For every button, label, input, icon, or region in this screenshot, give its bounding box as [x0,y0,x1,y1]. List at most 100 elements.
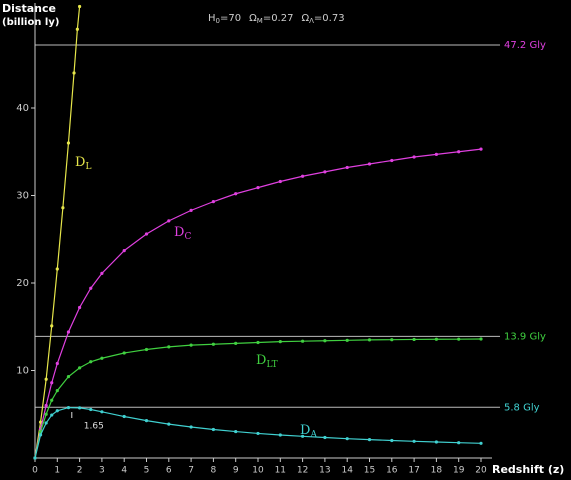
title-sub: 0 [216,17,220,25]
data-point [55,389,59,393]
x-tick-label: 19 [453,466,465,476]
data-point [412,155,416,159]
data-point [390,158,394,163]
data-point [434,440,438,444]
title-sub: Λ [309,17,314,25]
data-point [189,343,193,347]
data-point [44,377,48,381]
data-point [61,206,65,210]
data-point [38,420,43,424]
data-point [100,356,104,360]
y-tick-label: 30 [16,191,29,202]
data-point [256,340,260,345]
data-point [144,232,149,236]
x-tick-label: 2 [77,466,83,476]
data-point [189,208,193,212]
x-axis-label: Redshift (z) [492,463,564,476]
data-point [457,441,461,445]
data-point [50,413,54,417]
data-point [256,186,260,190]
series-label-main: D [256,353,266,368]
x-tick-label: 3 [99,466,105,476]
data-point [412,439,416,443]
y-tick-label: 10 [16,366,29,377]
data-point [50,381,54,385]
series-label-main: D [300,423,310,438]
series-label-main: D [174,225,184,240]
x-tick-label: 15 [364,466,375,476]
data-point [100,410,104,414]
data-point [75,27,79,31]
series-label: DC [174,225,191,242]
data-point [78,406,82,410]
data-point [479,337,483,341]
reference-label: 13.9 Gly [504,331,546,342]
data-point [33,456,37,460]
data-point [434,337,438,341]
reference-label: 47.2 Gly [504,40,546,51]
data-point [234,429,238,434]
data-point [211,342,215,346]
peak-label: 1.65 [84,422,104,432]
title-part: Ω [301,13,309,24]
data-point [44,412,48,416]
y-axis-label: Distance [2,2,56,15]
data-point [345,338,349,342]
data-point [479,147,483,151]
data-point [144,419,149,423]
data-point [390,438,394,443]
x-tick-label: 14 [341,466,353,476]
data-point [167,422,171,426]
series-line [34,6,81,459]
x-tick-label: 0 [32,466,38,476]
data-point [66,141,71,145]
data-point [457,337,461,341]
title-part: H [208,13,216,24]
x-tick-label: 1 [54,466,60,476]
data-point [167,219,171,223]
data-point [345,437,349,441]
y-tick-label: 40 [16,103,29,114]
data-point [367,438,372,442]
data-point [89,360,93,364]
x-tick-label: 12 [297,466,308,476]
data-point [122,351,126,355]
data-point [434,152,438,156]
series-label-sub: C [184,232,191,242]
data-point [323,170,327,174]
x-tick-label: 20 [475,466,487,476]
data-point [50,398,54,402]
chart-title: H0=70 ΩM=0.27 ΩΛ=0.73 [208,13,345,25]
title-part: =0.27 [263,13,294,24]
data-point [66,375,71,379]
x-tick-label: 18 [431,466,443,476]
data-point [345,165,349,170]
data-point [278,340,282,344]
series-line [34,406,482,459]
data-point [301,339,305,343]
x-tick-label: 8 [211,466,217,476]
x-tick-label: 4 [121,466,127,476]
data-point [278,179,282,184]
data-point [44,403,48,408]
series-line [34,338,482,459]
title-part: =70 [220,13,241,24]
data-point [122,249,126,253]
x-tick-label: 11 [275,466,286,476]
x-tick-label: 5 [144,466,150,476]
data-point [189,425,193,429]
series-label: DLT [256,353,278,370]
data-point [66,406,71,410]
y-tick-label: 20 [16,278,29,289]
data-point [278,433,282,437]
series-label: DL [75,155,91,172]
x-tick-label: 6 [166,466,172,476]
title-sub: M [257,17,263,25]
data-point [412,337,416,342]
data-point [78,305,82,310]
data-point [211,200,215,204]
y-axis-unit: (billion ly) [2,17,59,28]
series-label-sub: A [309,430,317,440]
data-point [55,267,59,271]
